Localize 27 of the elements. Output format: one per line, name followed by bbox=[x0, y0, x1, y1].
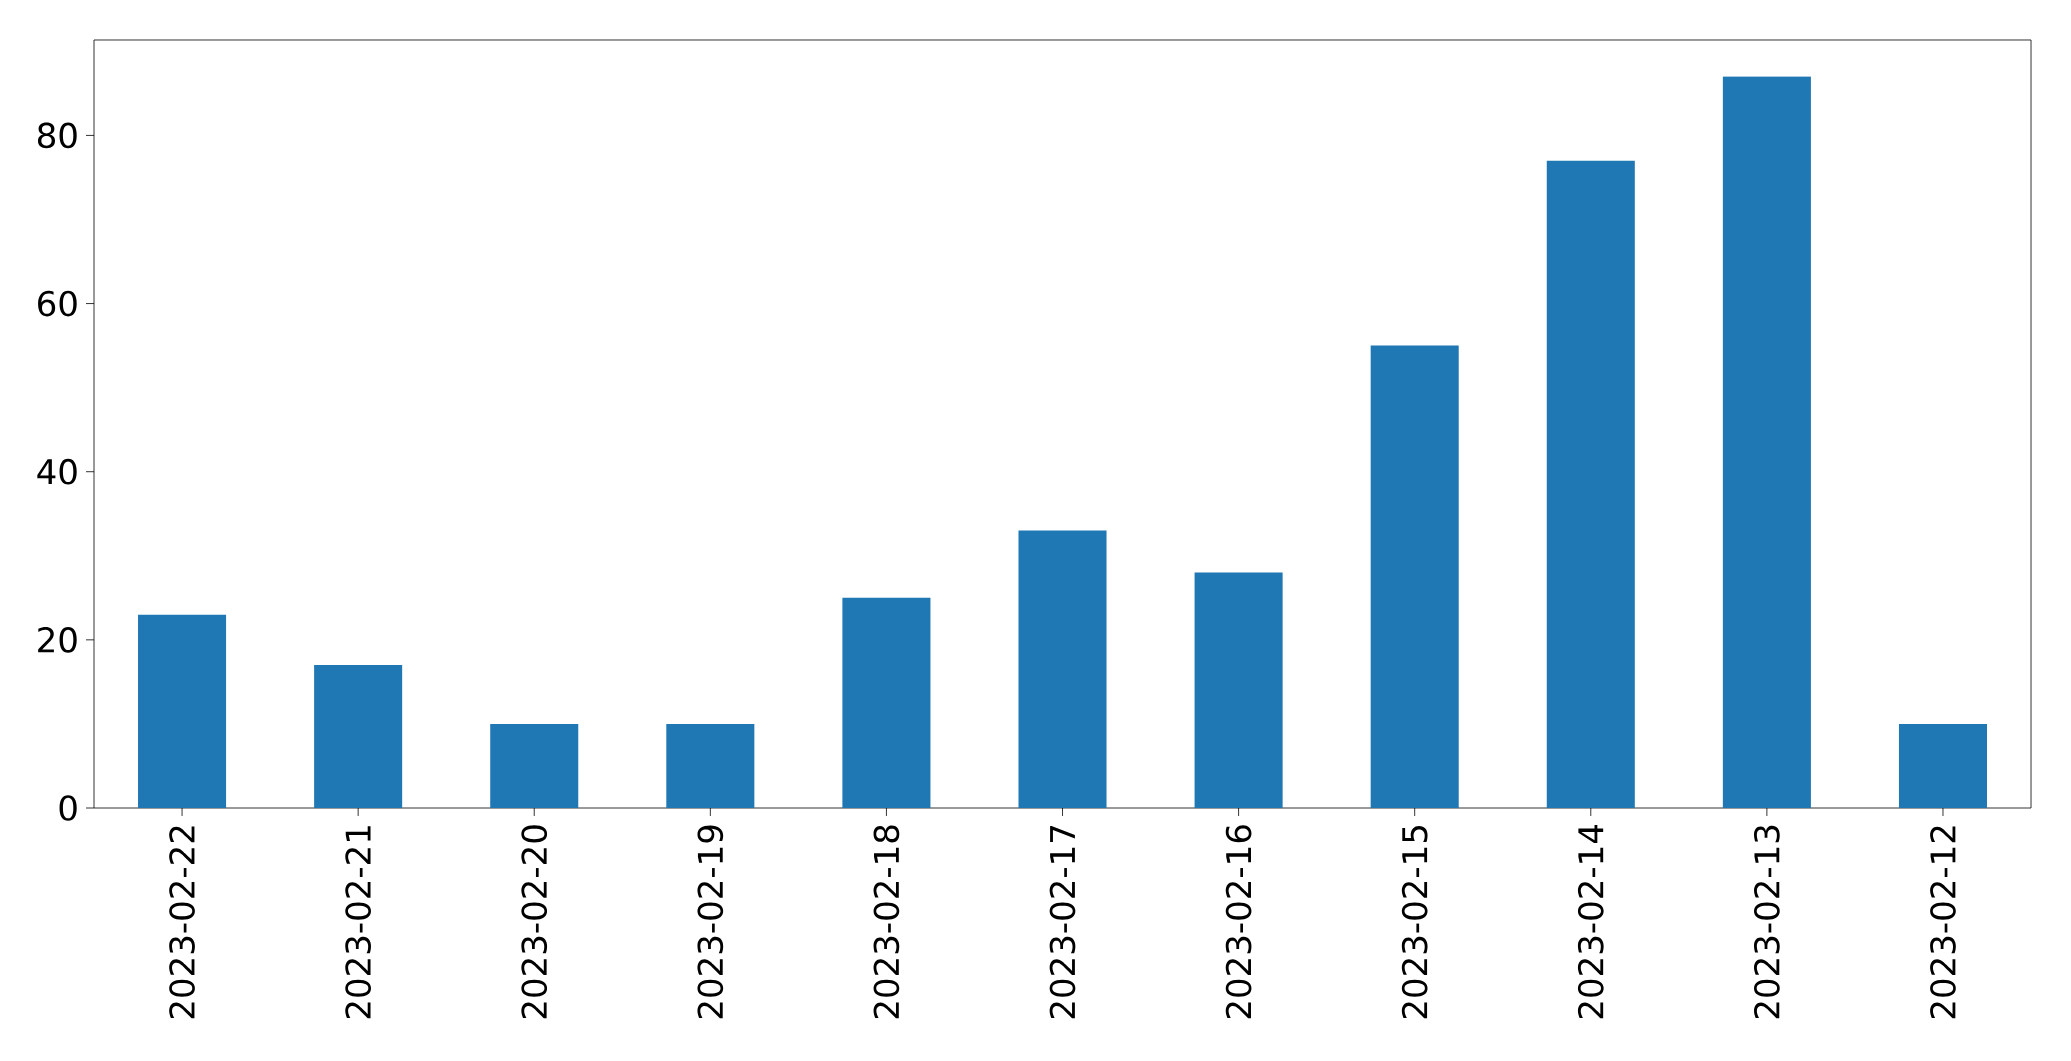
x-tick-label: 2023-02-17 bbox=[1049, 826, 1076, 1019]
x-tick-label: 2023-02-21 bbox=[345, 826, 371, 1019]
x-tick-label: 2023-02-14 bbox=[1577, 825, 1604, 1019]
bar bbox=[138, 614, 227, 808]
bar bbox=[490, 723, 579, 808]
bar bbox=[842, 597, 931, 808]
x-tick-label: 2023-02-19 bbox=[697, 825, 724, 1019]
bar bbox=[1370, 345, 1459, 808]
y-tick-label: 40 bbox=[37, 458, 77, 485]
x-tick-label: 2023-02-22 bbox=[169, 826, 195, 1019]
x-tick-label: 2023-02-15 bbox=[1401, 826, 1428, 1019]
bar bbox=[1546, 160, 1635, 808]
bar bbox=[1898, 723, 1987, 808]
bar bbox=[1722, 76, 1811, 808]
bar bbox=[666, 723, 755, 808]
x-tick-label: 2023-02-20 bbox=[521, 825, 548, 1019]
x-tick-label: 2023-02-12 bbox=[1930, 826, 1956, 1019]
y-tick-label: 0 bbox=[59, 795, 77, 821]
bar bbox=[314, 665, 403, 808]
bar bbox=[1194, 572, 1283, 808]
y-tick-label: 60 bbox=[38, 290, 77, 317]
y-tick-label: 80 bbox=[38, 122, 77, 149]
x-tick-label: 2023-02-18 bbox=[873, 825, 900, 1019]
bar bbox=[1018, 530, 1107, 808]
x-tick-label: 2023-02-16 bbox=[1225, 825, 1252, 1019]
y-tick-label: 20 bbox=[38, 626, 77, 653]
x-tick-label: 2023-02-13 bbox=[1754, 825, 1780, 1019]
